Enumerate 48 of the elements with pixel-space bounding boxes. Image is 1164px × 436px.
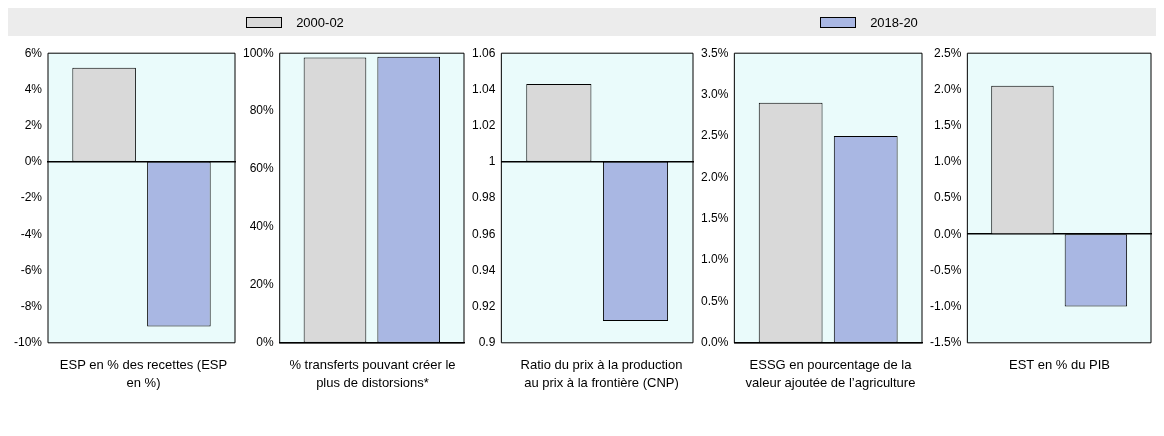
y-tick-label: 0.96 — [472, 226, 496, 241]
y-tick-label: 0.0% — [700, 335, 729, 350]
y-tick-label: 1.5% — [933, 117, 962, 132]
y-tick-label: 2.0% — [700, 169, 729, 184]
y-tick-label: 1.06 — [472, 45, 496, 60]
y-tick-label: 0.98 — [472, 190, 496, 205]
x-axis-title: EST en % du PIB — [1008, 356, 1111, 374]
y-tick-label: 0.5% — [700, 293, 729, 308]
legend-label: 2018-20 — [870, 14, 918, 30]
y-tick-label: 20% — [249, 277, 275, 292]
y-tick-label: -1.5% — [929, 335, 962, 350]
y-tick-label: -2% — [20, 190, 43, 205]
y-tick-label: 3.5% — [700, 45, 729, 60]
y-tick-label: 1 — [488, 154, 496, 169]
y-tick-label: 0% — [24, 154, 43, 169]
y-tick-label: 1.0% — [933, 154, 962, 169]
x-axis-title: Ratio du prix à la production au prix à la frontière (CNP) — [519, 356, 684, 392]
y-tick-label: 2.5% — [700, 128, 729, 143]
x-axis-title: ESSG en pourcentage de la valeur ajoutée de l’agriculture — [744, 356, 917, 392]
y-tick-label: 80% — [249, 103, 275, 118]
y-tick-label: 3.0% — [700, 86, 729, 101]
y-tick-label: 1.02 — [472, 117, 496, 132]
y-tick-label: 2.0% — [933, 81, 962, 96]
y-tick-label: -6% — [20, 262, 43, 277]
x-axis-title: ESP en % des recettes (ESP en %) — [58, 356, 229, 392]
y-tick-label: 4% — [24, 81, 43, 96]
y-tick-label: 100% — [242, 45, 275, 60]
y-tick-label: -8% — [20, 298, 43, 313]
y-tick-label: 0% — [256, 335, 275, 350]
x-axis-title: % transferts pouvant créer le plus de distorsions* — [288, 356, 457, 392]
y-tick-label: 1.0% — [700, 252, 729, 267]
y-tick-label: 2% — [24, 117, 43, 132]
y-tick-label: -1.0% — [929, 298, 962, 313]
y-tick-label: -4% — [20, 226, 43, 241]
y-tick-label: 0.0% — [933, 226, 962, 241]
legend-label: 2000-02 — [296, 14, 344, 30]
y-tick-label: 6% — [24, 45, 43, 60]
y-tick-label: -0.5% — [929, 262, 962, 277]
y-tick-label: 60% — [249, 161, 275, 176]
y-tick-label: -10% — [14, 335, 43, 350]
y-tick-label: 1.04 — [472, 81, 496, 96]
y-tick-label: 40% — [249, 219, 275, 234]
y-tick-label: 0.94 — [472, 262, 496, 277]
y-tick-label: 0.92 — [472, 298, 496, 313]
y-tick-label: 0.5% — [933, 190, 962, 205]
y-tick-label: 2.5% — [933, 45, 962, 60]
y-tick-label: 0.9 — [478, 335, 496, 350]
y-tick-label: 1.5% — [700, 211, 729, 225]
